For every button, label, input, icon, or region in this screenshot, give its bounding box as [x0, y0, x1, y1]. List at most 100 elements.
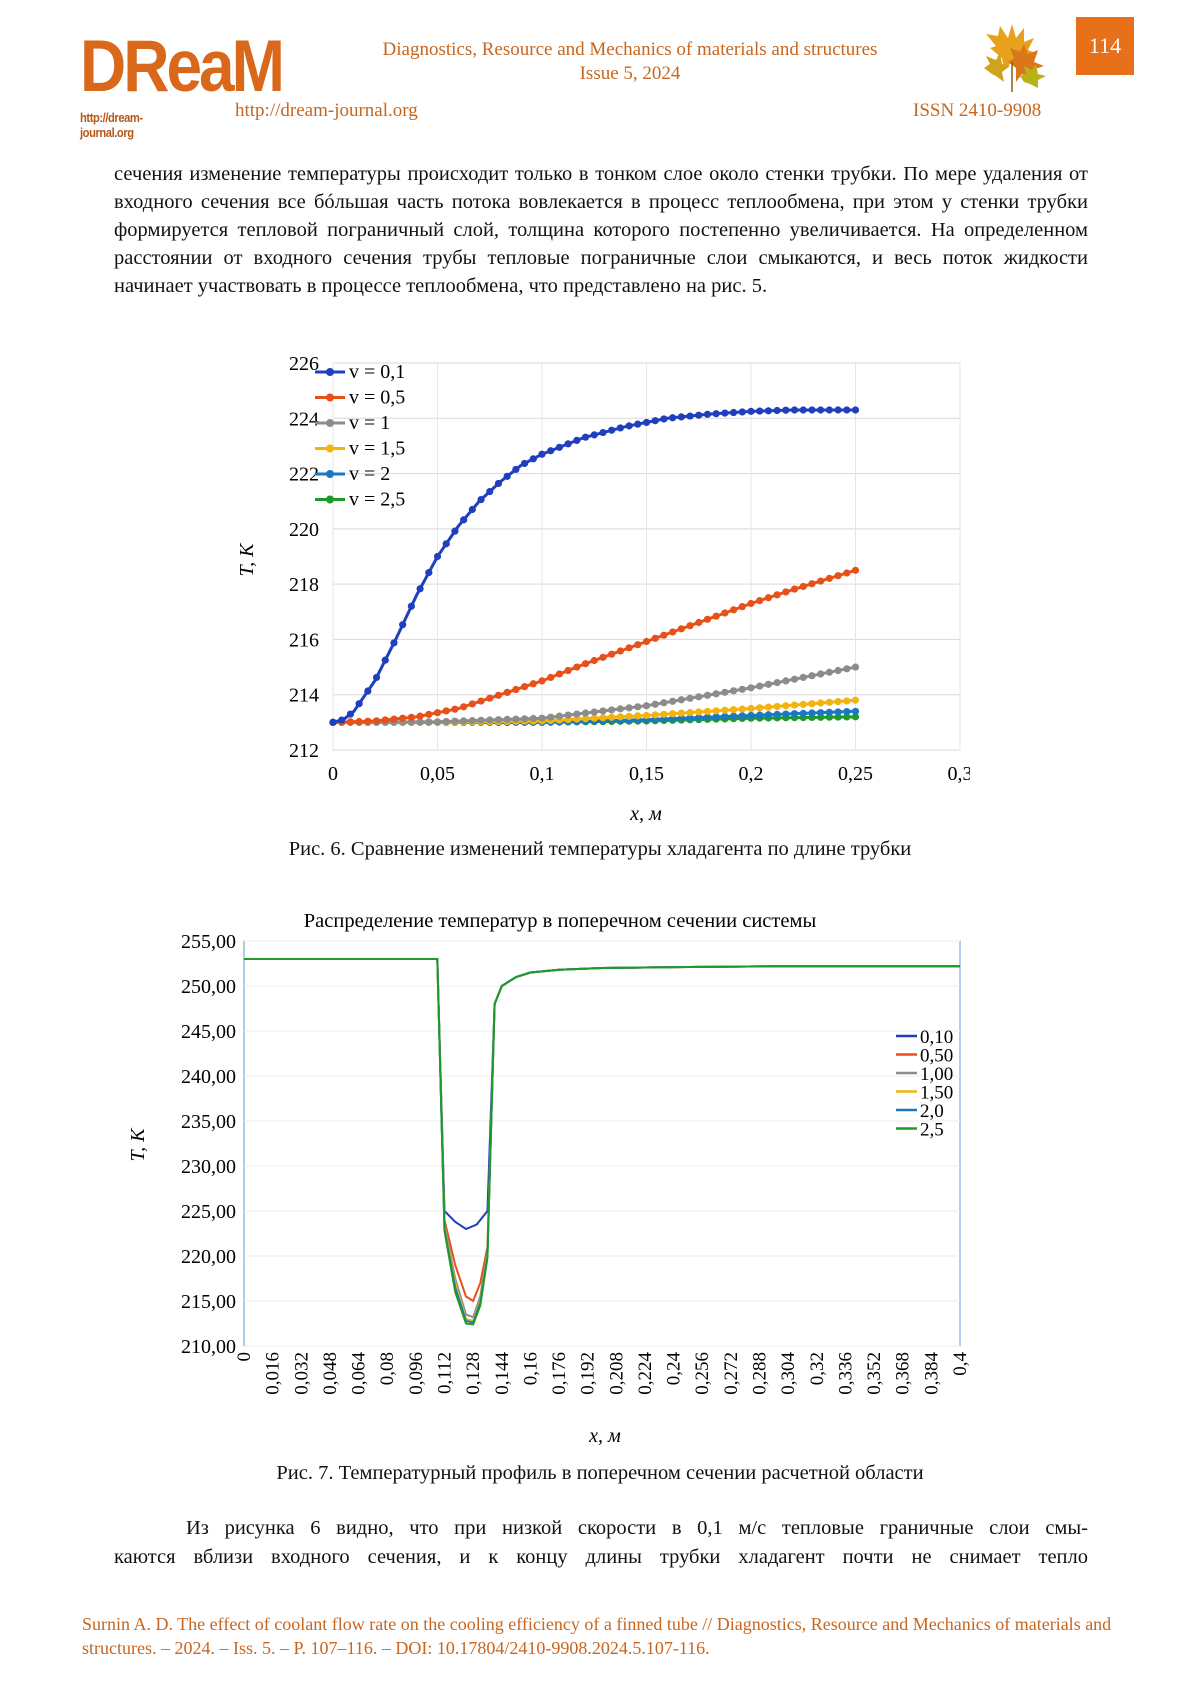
data-point: [704, 616, 711, 623]
data-point: [747, 712, 754, 719]
data-point: [756, 704, 763, 711]
y-tick-label: 222: [289, 464, 319, 486]
data-point: [617, 647, 624, 654]
data-point: [791, 676, 798, 683]
y-axis-label: T, K: [236, 542, 258, 577]
y-tick-label: 210,00: [181, 1336, 236, 1358]
data-point: [625, 422, 632, 429]
x-tick-label: 0,15: [629, 763, 664, 785]
legend-marker: [326, 496, 334, 504]
data-point: [730, 713, 737, 720]
data-point: [678, 625, 685, 632]
data-point: [826, 575, 833, 582]
x-tick-label: 0,064: [349, 1352, 370, 1395]
data-point: [747, 705, 754, 712]
data-point: [538, 677, 545, 684]
data-point: [451, 706, 458, 713]
data-point: [686, 412, 693, 419]
data-point: [756, 682, 763, 689]
data-point: [591, 657, 598, 664]
y-tick-label: 215,00: [181, 1291, 236, 1313]
data-point: [660, 699, 667, 706]
data-point: [713, 707, 720, 714]
data-point: [704, 411, 711, 418]
data-point: [852, 567, 859, 574]
data-point: [329, 719, 336, 726]
data-point: [774, 591, 781, 598]
data-point: [408, 714, 415, 721]
y-tick-label: 220: [289, 519, 319, 541]
data-point: [390, 715, 397, 722]
data-point: [399, 621, 406, 628]
data-point: [721, 689, 728, 696]
data-point: [399, 715, 406, 722]
data-point: [547, 447, 554, 454]
x-tick-label: 0,256: [692, 1352, 713, 1395]
legend-label: v = 2,5: [349, 489, 405, 511]
data-point: [739, 603, 746, 610]
legend-label: v = 2: [349, 463, 390, 485]
data-point: [800, 583, 807, 590]
data-point: [808, 709, 815, 716]
data-point: [608, 706, 615, 713]
data-point: [486, 488, 493, 495]
data-point: [652, 417, 659, 424]
x-tick-label: 0,048: [320, 1352, 341, 1395]
data-point: [477, 717, 484, 724]
figure-7-caption: Рис. 7. Температурный профиль в поперечн…: [0, 1462, 1200, 1485]
data-point: [686, 709, 693, 716]
data-point: [669, 710, 676, 717]
data-point: [486, 695, 493, 702]
x-axis-label: x, м: [629, 803, 662, 825]
x-tick-label: 0,304: [778, 1352, 799, 1395]
data-point: [443, 540, 450, 547]
data-point: [791, 710, 798, 717]
data-point: [495, 692, 502, 699]
data-point: [443, 718, 450, 725]
data-point: [556, 713, 563, 720]
data-point: [591, 715, 598, 722]
data-point: [469, 717, 476, 724]
data-point: [721, 609, 728, 616]
data-point: [643, 702, 650, 709]
data-point: [460, 717, 467, 724]
data-point: [530, 455, 537, 462]
y-tick-label: 250,00: [181, 976, 236, 998]
data-point: [782, 407, 789, 414]
journal-url-link[interactable]: http://dream-journal.org: [235, 100, 418, 122]
data-point: [695, 619, 702, 626]
y-tick-label: 224: [289, 408, 319, 430]
data-point: [634, 703, 641, 710]
footer-citation: Surnin A. D. The effect of coolant flow …: [82, 1612, 1132, 1660]
data-point: [652, 701, 659, 708]
data-point: [791, 701, 798, 708]
legend-marker: [326, 470, 334, 478]
data-point: [739, 712, 746, 719]
data-point: [617, 705, 624, 712]
data-point: [512, 716, 519, 723]
data-point: [617, 713, 624, 720]
data-point: [852, 663, 859, 670]
data-point: [739, 408, 746, 415]
data-point: [782, 588, 789, 595]
journal-title-line1: Diagnostics, Resource and Mechanics of m…: [360, 38, 900, 62]
data-point: [791, 406, 798, 413]
data-point: [843, 697, 850, 704]
x-tick-labels: 00,050,10,150,20,250,3: [328, 763, 970, 785]
data-point: [416, 713, 423, 720]
x-tick-label: 0,128: [463, 1352, 484, 1395]
y-tick-label: 220,00: [181, 1246, 236, 1268]
data-point: [599, 429, 606, 436]
data-point: [504, 473, 511, 480]
data-point: [477, 697, 484, 704]
data-point: [747, 408, 754, 415]
data-point: [582, 660, 589, 667]
data-point: [495, 480, 502, 487]
data-point: [852, 697, 859, 704]
data-point: [608, 427, 615, 434]
data-point: [747, 684, 754, 691]
logo-word: DReaM: [80, 16, 198, 115]
data-point: [678, 413, 685, 420]
y-axis-label: T, K: [127, 1127, 149, 1162]
x-tick-label: 0,08: [377, 1352, 398, 1385]
